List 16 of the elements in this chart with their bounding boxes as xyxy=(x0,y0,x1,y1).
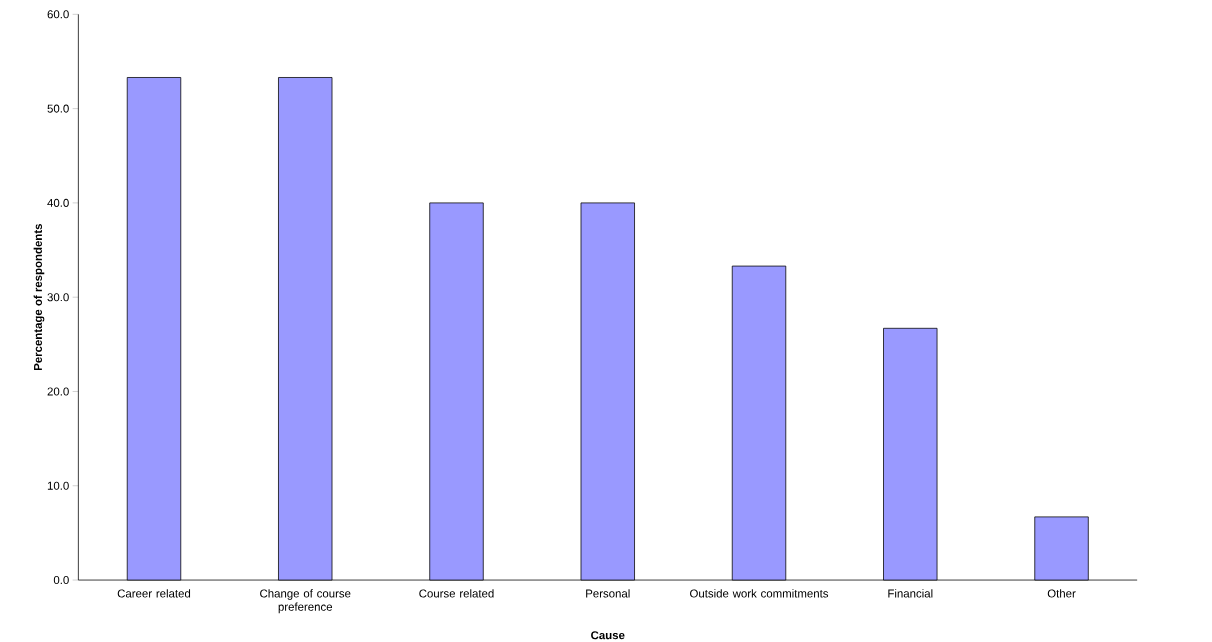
y-tick-label: 0.0 xyxy=(53,575,69,584)
y-tick-label: 30.0 xyxy=(47,292,69,302)
x-tick-label: Career related xyxy=(117,588,191,598)
y-axis-title: Percentage of respondents xyxy=(33,223,45,370)
x-tick-label: Financial xyxy=(888,588,933,598)
y-tick-label: 50.0 xyxy=(47,104,69,113)
x-tick-label: Course related xyxy=(419,588,494,598)
y-tick-label: 40.0 xyxy=(47,198,69,207)
x-axis-title: Cause xyxy=(591,630,625,640)
x-tick-label: Outside work commitments xyxy=(690,588,829,598)
x-tick-label: Change of course preference xyxy=(260,588,351,613)
x-tick-label: Personal xyxy=(586,588,630,598)
y-tick-label: 60.0 xyxy=(47,10,69,19)
y-tick-label: 10.0 xyxy=(47,481,69,490)
x-tick-label: Other xyxy=(1047,588,1076,598)
y-tick-label: 20.0 xyxy=(47,387,69,396)
